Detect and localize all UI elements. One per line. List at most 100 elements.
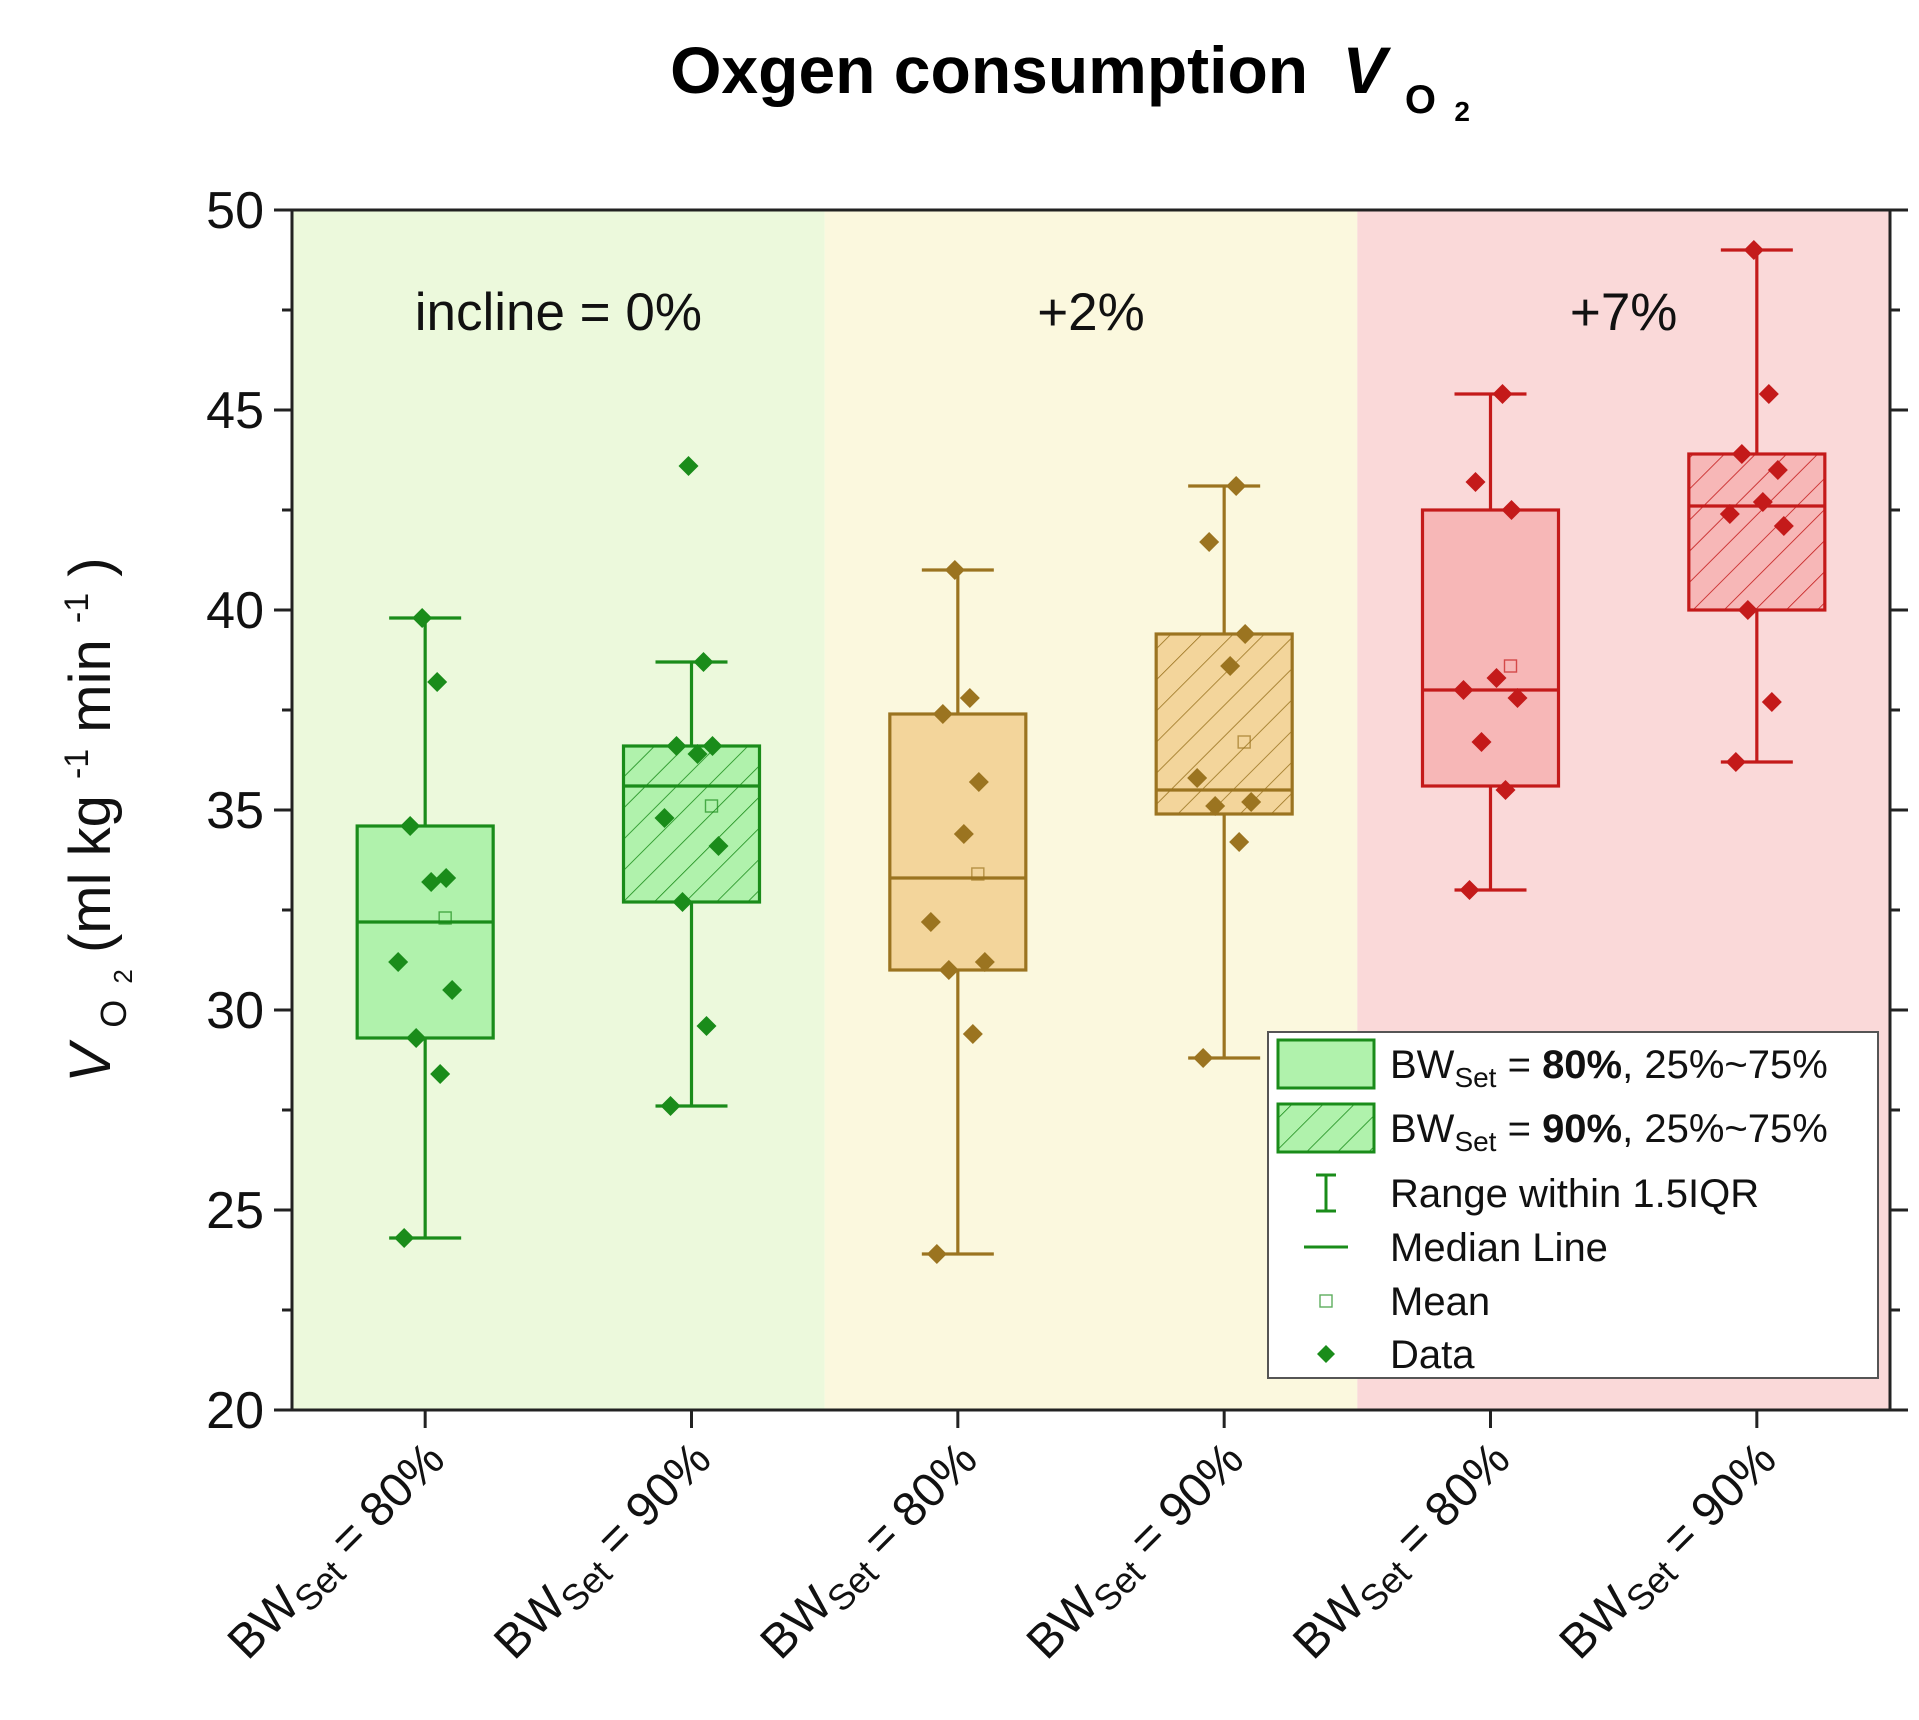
data-point xyxy=(1507,688,1528,708)
x-tick-label: BWSet = 80% xyxy=(218,1432,460,1674)
data-point xyxy=(696,1016,717,1036)
data-point xyxy=(1501,500,1522,520)
chart-title: Oxgen consumption V O 2 xyxy=(670,33,1470,127)
data-point xyxy=(702,736,723,756)
data-point xyxy=(430,1064,451,1084)
data-point xyxy=(1229,832,1250,852)
data-point xyxy=(406,1028,427,1048)
legend-swatch-box xyxy=(1276,1038,1376,1090)
region-labels: incline = 0% +2% +7% xyxy=(415,283,1678,342)
y-axis-label-exp: -1 xyxy=(58,749,96,779)
data-point xyxy=(388,952,409,972)
mean-marker xyxy=(971,867,985,881)
data-point xyxy=(1241,792,1262,812)
data-point xyxy=(394,1228,415,1248)
y-axis-label: V O 2 (ml kg -1 min -1 ) xyxy=(36,557,145,1082)
data-point xyxy=(442,980,463,1000)
region-label: +2% xyxy=(1037,283,1145,342)
x-tick-label: BWSet = 90% xyxy=(484,1432,726,1674)
region-label: +7% xyxy=(1570,283,1678,342)
data-point xyxy=(666,736,687,756)
data-point xyxy=(1743,240,1764,260)
y-tick-label: 20 xyxy=(206,1382,264,1440)
data-point xyxy=(1495,780,1516,800)
iqr-box xyxy=(1154,632,1294,816)
data-point xyxy=(926,1244,947,1264)
y-tick-label: 25 xyxy=(206,1182,264,1240)
y-axis-label-subscript: O xyxy=(93,1000,134,1028)
legend-swatch-data xyxy=(1317,1345,1335,1363)
y-axis-label-units: min xyxy=(58,639,123,732)
data-point xyxy=(1459,880,1480,900)
y-axis-label-units: ) xyxy=(58,557,123,576)
data-point xyxy=(1773,516,1794,536)
legend-swatch-mean xyxy=(1319,1294,1333,1308)
data-point xyxy=(1453,680,1474,700)
data-point xyxy=(412,608,433,628)
data-point xyxy=(974,952,995,972)
data-point xyxy=(1761,692,1782,712)
box-group xyxy=(1154,476,1294,1068)
data-point xyxy=(1758,384,1779,404)
data-point xyxy=(1205,796,1226,816)
x-tick-label: BWSet = 90% xyxy=(1017,1432,1259,1674)
mean-marker xyxy=(1503,659,1518,673)
iqr-box xyxy=(355,824,495,1040)
chart-title-symbol: V xyxy=(1342,33,1391,107)
y-axis-tick-labels: 20 25 30 35 40 45 50 xyxy=(206,182,264,1440)
legend-item-label: Median Line xyxy=(1390,1226,1608,1270)
box-plots xyxy=(355,240,1827,1264)
x-tick-label: BWSet = 80% xyxy=(1283,1432,1525,1674)
data-point xyxy=(672,892,693,912)
data-point xyxy=(436,868,457,888)
iqr-box xyxy=(1687,452,1827,612)
data-point xyxy=(1767,460,1788,480)
box-group xyxy=(355,608,495,1248)
data-point xyxy=(1486,668,1507,688)
y-axis-label-subsubscript: 2 xyxy=(108,969,138,983)
y-axis-ticks xyxy=(274,208,1908,1428)
data-point xyxy=(944,560,965,580)
data-point xyxy=(708,836,729,856)
box-group xyxy=(1420,384,1561,900)
data-point xyxy=(953,824,974,844)
legend-swatches xyxy=(1276,1038,1376,1363)
y-axis-label-units: (ml kg xyxy=(58,795,123,953)
y-tick-label: 35 xyxy=(206,782,264,840)
iqr-box xyxy=(888,712,1028,972)
chart-title-subsubscript: 2 xyxy=(1454,96,1470,127)
iqr-box xyxy=(621,744,762,904)
legend-frame xyxy=(1267,1031,1879,1379)
data-point xyxy=(932,704,953,724)
data-point xyxy=(1731,444,1752,464)
legend-item-label: BWSet = 80%, 25%~75% xyxy=(1390,1043,1828,1093)
region-label: incline = 0% xyxy=(415,283,702,342)
data-point xyxy=(962,1024,983,1044)
legend-item-label: Data xyxy=(1390,1333,1475,1377)
mean-marker xyxy=(1237,735,1251,749)
y-tick-label: 50 xyxy=(206,182,264,240)
data-point xyxy=(1199,532,1220,552)
mean-marker xyxy=(704,799,719,813)
box-group xyxy=(1687,240,1827,772)
data-point xyxy=(1471,732,1492,752)
y-axis-label-exp: -1 xyxy=(58,593,96,623)
iqr-box xyxy=(1420,508,1561,788)
data-point xyxy=(920,912,941,932)
data-point xyxy=(1725,752,1746,772)
legend: BWSet = 80%, 25%~75% BWSet = 90%, 25%~75… xyxy=(1267,1031,1879,1379)
x-axis-tick-labels: BWSet = 80% BWSet = 90% BWSet = 80% BWSe… xyxy=(218,1432,1792,1674)
data-point xyxy=(693,652,714,672)
data-point xyxy=(400,816,421,836)
data-point xyxy=(1752,492,1773,512)
y-axis-label-symbol: V xyxy=(58,1039,123,1083)
data-point xyxy=(687,744,708,764)
data-point xyxy=(938,960,959,980)
data-point xyxy=(1193,1048,1214,1068)
data-point xyxy=(1719,504,1740,524)
x-tick-label: BWSet = 80% xyxy=(751,1432,993,1674)
legend-swatch-box-hatched xyxy=(1276,1102,1376,1154)
x-tick-label: BWSet = 90% xyxy=(1550,1432,1792,1674)
data-point xyxy=(421,872,442,892)
